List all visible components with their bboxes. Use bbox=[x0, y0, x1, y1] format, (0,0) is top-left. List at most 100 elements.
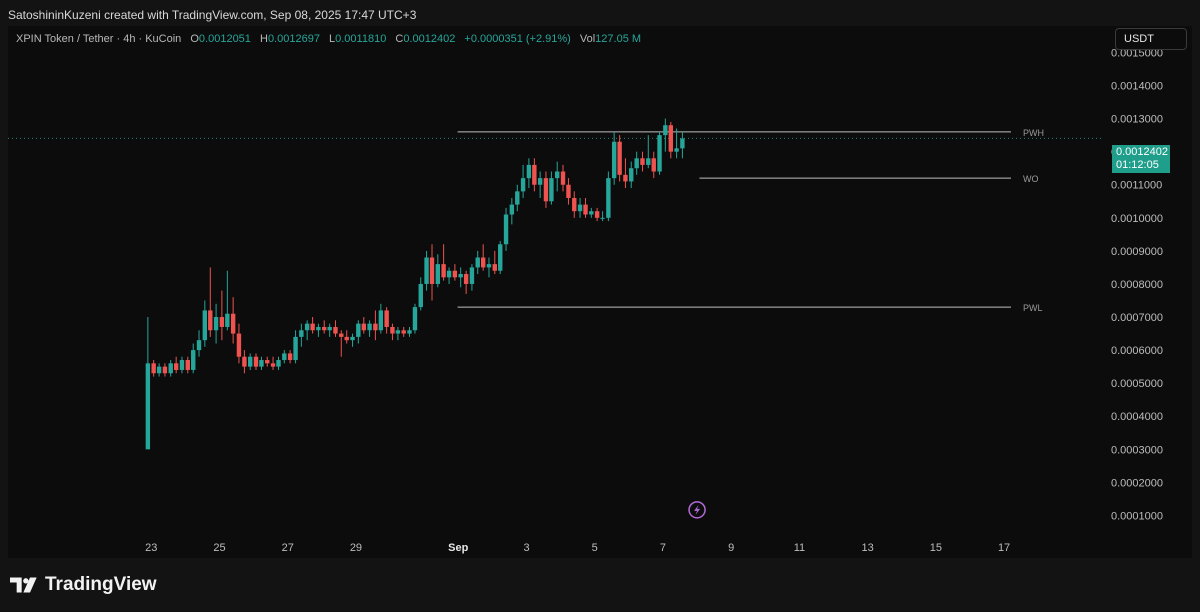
candle-body bbox=[480, 257, 486, 268]
candle bbox=[452, 264, 458, 281]
candle-body bbox=[543, 178, 549, 202]
candle-body bbox=[242, 356, 247, 367]
candle-body bbox=[173, 363, 179, 370]
candle bbox=[356, 320, 361, 344]
open-label: O bbox=[190, 33, 199, 45]
candle bbox=[367, 320, 372, 337]
candle bbox=[492, 250, 497, 275]
candle bbox=[617, 135, 622, 182]
candle bbox=[310, 317, 315, 334]
candle bbox=[253, 353, 259, 370]
symbol-title[interactable]: XPIN Token / Tether · 4h · KuCoin bbox=[16, 33, 182, 45]
high-label: H bbox=[259, 33, 268, 45]
x-tick-label-2: 27 bbox=[282, 542, 294, 554]
lightning-bolt bbox=[694, 504, 701, 515]
candle bbox=[634, 151, 639, 175]
candle bbox=[486, 257, 492, 278]
candle bbox=[668, 121, 673, 159]
candle bbox=[623, 158, 628, 189]
candle bbox=[202, 300, 208, 347]
candle bbox=[594, 207, 600, 222]
y-tick-label-13: 0.0002000 bbox=[1111, 477, 1163, 489]
candle bbox=[219, 290, 225, 341]
candle bbox=[213, 303, 219, 344]
candle bbox=[532, 158, 537, 192]
candle-body bbox=[276, 360, 281, 367]
candle-body bbox=[327, 326, 332, 331]
high-value: 0.0012697 bbox=[267, 33, 320, 45]
candle-body bbox=[282, 353, 287, 361]
candle bbox=[162, 363, 168, 377]
candle bbox=[583, 197, 588, 218]
candle bbox=[259, 356, 264, 370]
candle bbox=[509, 197, 515, 225]
candle-body bbox=[680, 138, 685, 149]
ohlc-legend: XPIN Token / Tether · 4h · KuCoin O 0.001… bbox=[16, 33, 641, 45]
candle-body bbox=[333, 326, 338, 334]
candle bbox=[196, 330, 202, 357]
candle-body bbox=[594, 211, 600, 218]
candle-body bbox=[606, 178, 611, 218]
candle bbox=[412, 303, 418, 334]
candle bbox=[543, 171, 549, 208]
candle bbox=[299, 323, 304, 347]
y-tick-label-6: 0.0009000 bbox=[1111, 246, 1163, 258]
candle-body bbox=[208, 310, 213, 331]
candle bbox=[657, 131, 662, 175]
y-tick-label-8: 0.0007000 bbox=[1111, 312, 1163, 324]
candle bbox=[322, 320, 327, 334]
candle bbox=[395, 326, 401, 341]
candle-body bbox=[412, 307, 418, 331]
x-tick-label-7: 7 bbox=[660, 542, 666, 554]
candle bbox=[247, 353, 253, 370]
candle bbox=[429, 244, 435, 301]
candle-body bbox=[259, 360, 264, 367]
candle-body bbox=[560, 171, 566, 185]
candle-body bbox=[367, 323, 372, 331]
chart-panel[interactable]: 0.00150000.00140000.00130000.00120000.00… bbox=[8, 26, 1192, 558]
candle-body bbox=[168, 363, 173, 374]
candle-body bbox=[520, 178, 526, 192]
candle-body bbox=[236, 333, 242, 357]
candlestick-chart[interactable]: 0.00150000.00140000.00130000.00120000.00… bbox=[8, 26, 1192, 558]
candle-body bbox=[287, 353, 293, 361]
candle bbox=[151, 360, 156, 377]
candle-body bbox=[316, 326, 321, 331]
candle bbox=[185, 356, 190, 374]
candle-body bbox=[339, 333, 344, 337]
candle bbox=[179, 356, 185, 374]
candle bbox=[293, 330, 298, 364]
candle-body bbox=[356, 323, 361, 337]
candle-body bbox=[446, 270, 452, 278]
candle bbox=[208, 267, 213, 337]
candle-body bbox=[623, 174, 628, 182]
tradingview-brand[interactable]: TradingView bbox=[10, 574, 157, 596]
candle bbox=[339, 330, 344, 357]
last-price-value: 0.0012402 bbox=[1116, 146, 1168, 158]
candle-body bbox=[532, 164, 537, 185]
level-label-pwh: PWH bbox=[1023, 128, 1044, 138]
candle-body bbox=[230, 313, 236, 334]
candle-body bbox=[247, 356, 253, 367]
y-tick-label-11: 0.0004000 bbox=[1111, 411, 1163, 423]
candle bbox=[526, 158, 532, 189]
candle bbox=[549, 171, 554, 205]
low-value: 0.0011810 bbox=[335, 33, 387, 45]
candle bbox=[646, 135, 651, 169]
currency-button[interactable]: USDT bbox=[1115, 28, 1187, 50]
candle-body bbox=[191, 350, 196, 370]
candle-body bbox=[418, 283, 423, 308]
candle-body bbox=[668, 125, 673, 152]
candle bbox=[629, 161, 634, 189]
candle bbox=[560, 164, 566, 192]
candle-body bbox=[526, 164, 532, 179]
candle-body bbox=[475, 257, 480, 268]
x-tick-label-3: 29 bbox=[350, 542, 362, 554]
candle bbox=[378, 303, 384, 334]
candle-body bbox=[577, 204, 583, 212]
close-value: 0.0012402 bbox=[403, 33, 456, 45]
candle bbox=[304, 320, 310, 341]
candle-body bbox=[384, 310, 389, 327]
candle bbox=[566, 178, 571, 205]
candle bbox=[173, 356, 179, 374]
